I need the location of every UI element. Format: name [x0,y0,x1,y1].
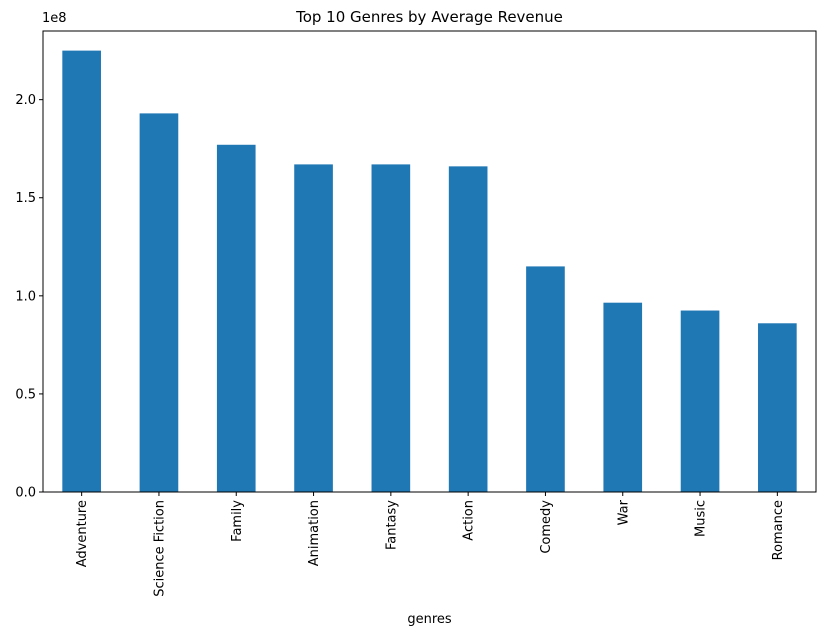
bar-comedy [526,266,565,492]
y-tick-label: 0.0 [15,486,36,501]
bar-romance [758,323,797,492]
x-axis-label: genres [407,612,452,627]
x-tick-label: Fantasy [384,500,399,550]
y-offset-label: 1e8 [42,11,67,26]
x-tick-label: Comedy [539,500,554,554]
bar-music [680,310,720,492]
x-axis: Adventure Science Fiction Family Animation F… [75,492,786,597]
y-tick-label: 1.0 [15,289,36,304]
x-tick-label: War [616,499,631,525]
plot-frame [42,30,817,493]
y-tick-label: 1.5 [15,191,36,206]
y-tick-label: 0.5 [15,387,36,402]
chart-title: Top 10 Genres by Average Revenue [295,8,563,26]
x-tick-label: Adventure [75,500,90,567]
bars-group [62,50,797,493]
bar-adventure [62,50,101,493]
y-axis: 0.0 0.5 1.0 1.5 2.0 [15,93,43,501]
x-tick-label: Family [230,500,245,542]
bar-science-fiction [139,113,179,493]
bar-action [448,166,488,492]
x-tick-label: Science Fiction [152,500,167,597]
bar-animation [294,164,333,492]
bar-family [216,144,256,492]
bar-war [603,302,643,492]
bar-fantasy [371,164,411,492]
y-tick-label: 2.0 [15,93,36,108]
x-tick-label: Animation [307,500,322,566]
x-tick-label: Music [694,500,709,537]
x-tick-label: Romance [771,500,786,560]
x-tick-label: Action [462,500,477,541]
